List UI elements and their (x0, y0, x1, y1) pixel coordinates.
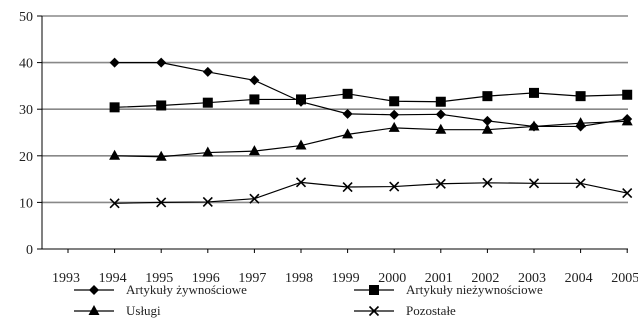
legend-item: Usługi (74, 303, 161, 318)
data-point-square (249, 94, 260, 105)
x-tick-label: 2001 (425, 271, 453, 286)
y-tick-label: 20 (19, 150, 33, 165)
data-point-square (622, 89, 633, 100)
data-point-triangle (621, 115, 633, 126)
data-point-diamond (482, 115, 493, 126)
legend-marker-triangle (88, 305, 100, 315)
legend-marker-diamond (89, 285, 99, 295)
data-point-square (109, 102, 120, 113)
x-tick-label: 1999 (332, 271, 360, 286)
series-3 (109, 115, 633, 161)
data-point-x (528, 178, 540, 189)
legend-label: Pozostałe (406, 303, 456, 318)
legend-label: Artykuły żywnościowe (126, 282, 247, 297)
x-tick-label: 2002 (471, 271, 499, 286)
x-tick-label: 2000 (378, 271, 406, 286)
data-point-x (295, 177, 307, 188)
series-2 (109, 87, 633, 113)
data-point-triangle (295, 139, 307, 150)
data-point-triangle (481, 123, 493, 134)
x-tick-label: 1995 (145, 271, 173, 286)
data-point-x (342, 181, 353, 193)
data-point-triangle (109, 149, 121, 160)
data-point-triangle (155, 150, 167, 161)
data-point-diamond (156, 57, 167, 68)
data-point-x (249, 193, 260, 204)
x-tick-label: 1998 (285, 271, 313, 286)
x-tick-label: 2003 (518, 271, 546, 286)
legend-label: Usługi (126, 303, 161, 318)
data-point-square (435, 96, 446, 107)
x-tick-label: 2004 (565, 271, 593, 286)
y-tick-label: 30 (19, 103, 33, 118)
series-line (114, 92, 628, 108)
x-tick-labels: 1993 1994 1995 1996 1997 1998 1999 2000 2001 2002… (52, 271, 638, 286)
data-point-diamond (109, 57, 120, 68)
data-point-x (575, 178, 586, 189)
data-point-triangle (435, 123, 447, 134)
series-lines (109, 57, 633, 209)
legend-item: Pozostałe (354, 303, 456, 318)
legend-marker-x (368, 305, 380, 317)
data-point-x (622, 188, 633, 199)
data-point-diamond (389, 109, 400, 120)
data-point-x (389, 181, 400, 192)
data-point-square (482, 91, 493, 102)
x-tick-label: 1994 (99, 271, 127, 286)
legend: Artykuły żywnościowe Artykuły nieżywności… (74, 282, 543, 318)
data-point-diamond (202, 66, 213, 77)
series-4 (109, 177, 633, 209)
x-tick-label: 1997 (238, 271, 266, 286)
data-point-triangle (342, 128, 354, 139)
data-point-square (342, 88, 353, 99)
y-tick-label: 0 (26, 243, 33, 258)
series-line (114, 181, 628, 204)
data-point-triangle (528, 120, 540, 131)
y-tick-labels: 0 10 20 30 40 50 (19, 10, 33, 258)
gridlines (42, 15, 628, 204)
y-tick-label: 50 (19, 10, 33, 25)
data-point-x (202, 196, 213, 207)
axes (37, 15, 628, 253)
data-point-square (529, 87, 539, 98)
data-point-x (109, 198, 120, 209)
y-tick-label: 40 (19, 57, 33, 72)
data-point-square (296, 94, 306, 105)
data-point-square (575, 91, 586, 102)
legend-item: Artykuły nieżywnościowe (354, 282, 543, 297)
legend-label: Artykuły nieżywnościowe (406, 282, 543, 297)
data-point-triangle (202, 146, 214, 157)
data-point-x (156, 197, 167, 208)
data-point-triangle (388, 121, 400, 132)
data-point-square (202, 97, 213, 108)
legend-marker-square (369, 285, 379, 295)
x-tick-label: 1996 (192, 271, 220, 286)
data-point-diamond (435, 109, 446, 120)
data-point-square (389, 96, 400, 107)
series-line (114, 120, 628, 158)
data-point-x (435, 178, 446, 189)
data-point-x (482, 177, 493, 188)
data-point-triangle (575, 117, 587, 128)
x-tick-label: 2005 (611, 271, 638, 286)
data-point-triangle (248, 145, 260, 156)
x-tick-label: 1993 (52, 271, 80, 286)
data-point-diamond (342, 108, 353, 119)
data-point-diamond (249, 75, 260, 86)
data-point-square (156, 100, 167, 111)
legend-item: Artykuły żywnościowe (74, 282, 247, 297)
y-tick-label: 10 (19, 196, 33, 211)
